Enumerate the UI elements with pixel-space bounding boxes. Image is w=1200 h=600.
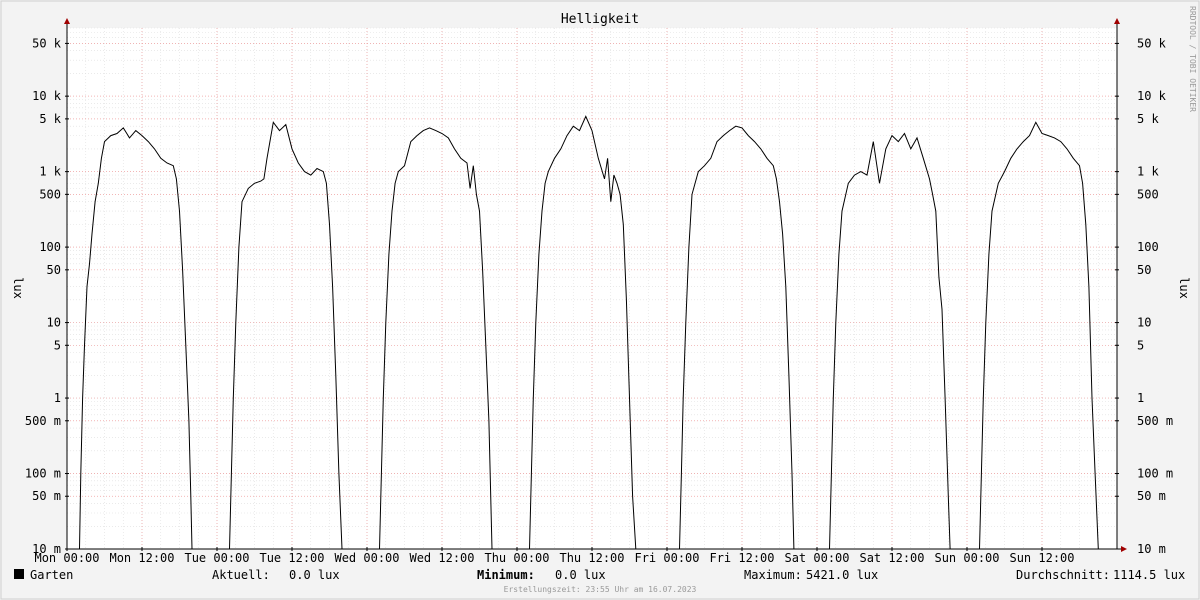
y-tick-label: 5 k: [39, 112, 61, 126]
x-tick-label: Thu 12:00: [559, 551, 624, 565]
x-axis-arrow: [1121, 546, 1127, 552]
x-tick-label: Sat 00:00: [784, 551, 849, 565]
y-tick-label: 50: [1137, 263, 1151, 277]
y-tick-label: 1 k: [1137, 165, 1159, 179]
y-tick-label: 5: [1137, 338, 1144, 352]
y-tick-label: 100: [1137, 240, 1159, 254]
legend-max-value: 5421.0 lux: [806, 568, 878, 582]
legend-series-name: Garten: [30, 568, 73, 582]
y-tick-labels-right: 50 k 10 k 5 k 1 k 500 100 50 10 5 1 500 m 100 m 50 m…: [1137, 36, 1173, 556]
y-tick-label: 50 m: [1137, 489, 1166, 503]
legend-current-label: Aktuell:: [212, 568, 270, 582]
y-tick-label: 500: [1137, 187, 1159, 201]
x-tick-label: Mon 12:00: [109, 551, 174, 565]
series-line-garten: [67, 115, 1117, 550]
y-tick-label: 50 k: [1137, 36, 1167, 50]
y-tick-label: 5: [54, 338, 61, 352]
x-tick-label: Fri 00:00: [634, 551, 699, 565]
y-tick-label: 50 k: [32, 36, 62, 50]
legend-avg-value: 1114.5 lux: [1113, 568, 1185, 582]
y-tick-labels-left: 50 k 10 k 5 k 1 k 500 100 50 10 5 1 500 m 100 m 50 m…: [25, 36, 62, 556]
y-axis-label-left: lux: [11, 277, 25, 299]
x-tick-label: Wed 12:00: [409, 551, 474, 565]
y-tick-label: 500: [39, 187, 61, 201]
y-tick-label: 50: [47, 263, 61, 277]
y-tick-label: 10 k: [1137, 89, 1167, 103]
legend-max-label: Maximum:: [744, 568, 802, 582]
x-tick-label: Sun 12:00: [1009, 551, 1074, 565]
y-tick-label: 1: [54, 391, 61, 405]
x-tick-label: Mon 00:00: [34, 551, 99, 565]
x-tick-label: Tue 00:00: [184, 551, 249, 565]
legend-min-label: Minimum:: [477, 568, 535, 582]
y-tick-label: 100: [39, 240, 61, 254]
legend-swatch: [14, 569, 24, 579]
x-tick-label: Thu 00:00: [484, 551, 549, 565]
legend-avg-label: Durchschnitt:: [1016, 568, 1110, 582]
grid-lines: [66, 27, 1118, 550]
creation-time-footer: Erstellungszeit: 23:55 Uhr am 16.07.2023: [504, 585, 697, 594]
y-tick-label: 100 m: [1137, 467, 1173, 481]
y-axis-arrow-right: [1114, 18, 1120, 24]
axes: [64, 18, 1127, 552]
y-tick-label: 10: [47, 316, 61, 330]
chart-title: Helligkeit: [561, 12, 639, 27]
legend-min-value: 0.0 lux: [555, 568, 606, 582]
x-tick-label: Sun 00:00: [934, 551, 999, 565]
y-tick-label: 1: [1137, 391, 1144, 405]
plot-area: [67, 28, 1117, 549]
y-tick-label: 5 k: [1137, 112, 1159, 126]
y-axis-arrow-left: [64, 18, 70, 24]
y-tick-label: 500 m: [1137, 414, 1173, 428]
y-tick-label: 10 m: [1137, 542, 1166, 556]
x-tick-label: Fri 12:00: [709, 551, 774, 565]
y-tick-label: 10 m: [32, 542, 61, 556]
y-axis-label-right: lux: [1177, 277, 1191, 299]
y-tick-label: 500 m: [25, 414, 61, 428]
x-tick-label: Tue 12:00: [259, 551, 324, 565]
y-tick-label: 10: [1137, 316, 1151, 330]
y-tick-label: 50 m: [32, 489, 61, 503]
y-tick-label: 1 k: [39, 165, 61, 179]
legend-current-value: 0.0 lux: [289, 568, 340, 582]
x-tick-label: Sat 12:00: [859, 551, 924, 565]
y-tick-label: 10 k: [32, 89, 62, 103]
y-tick-label: 100 m: [25, 467, 61, 481]
x-tick-label: Wed 00:00: [334, 551, 399, 565]
x-tick-labels: Mon 00:00 Mon 12:00 Tue 00:00 Tue 12:00 Wed …: [34, 551, 1074, 565]
rrdtool-watermark: RRDTOOL / TOBI OETIKER: [1188, 6, 1197, 112]
